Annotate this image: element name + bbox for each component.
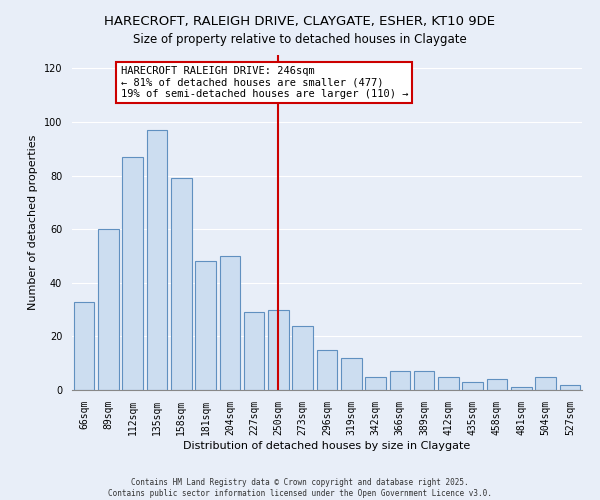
X-axis label: Distribution of detached houses by size in Claygate: Distribution of detached houses by size …: [184, 440, 470, 450]
Y-axis label: Number of detached properties: Number of detached properties: [28, 135, 38, 310]
Text: Size of property relative to detached houses in Claygate: Size of property relative to detached ho…: [133, 32, 467, 46]
Bar: [463, 382, 483, 390]
Bar: [414, 371, 434, 390]
Text: HARECROFT RALEIGH DRIVE: 246sqm
← 81% of detached houses are smaller (477)
19% o: HARECROFT RALEIGH DRIVE: 246sqm ← 81% of…: [121, 66, 408, 99]
Bar: [171, 178, 191, 390]
Bar: [560, 384, 580, 390]
Bar: [365, 376, 386, 390]
Bar: [146, 130, 167, 390]
Text: HARECROFT, RALEIGH DRIVE, CLAYGATE, ESHER, KT10 9DE: HARECROFT, RALEIGH DRIVE, CLAYGATE, ESHE…: [104, 15, 496, 28]
Bar: [74, 302, 94, 390]
Bar: [438, 376, 459, 390]
Bar: [220, 256, 240, 390]
Bar: [268, 310, 289, 390]
Bar: [122, 157, 143, 390]
Bar: [389, 371, 410, 390]
Bar: [292, 326, 313, 390]
Bar: [511, 388, 532, 390]
Bar: [487, 380, 508, 390]
Bar: [317, 350, 337, 390]
Bar: [535, 376, 556, 390]
Bar: [195, 262, 216, 390]
Bar: [244, 312, 265, 390]
Bar: [98, 229, 119, 390]
Bar: [341, 358, 362, 390]
Text: Contains HM Land Registry data © Crown copyright and database right 2025.
Contai: Contains HM Land Registry data © Crown c…: [108, 478, 492, 498]
